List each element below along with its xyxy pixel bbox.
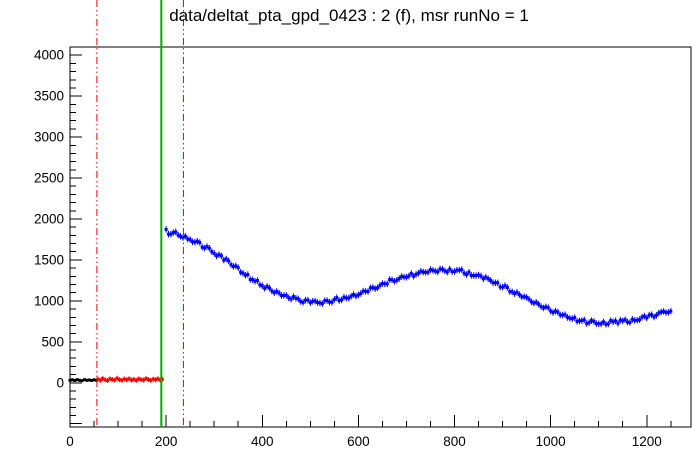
y-tick-label: 4000: [34, 48, 64, 63]
x-tick-label: 1200: [632, 434, 662, 449]
range-lines: [96, 0, 184, 427]
y-axis-tick-labels: 0 500 1000 1500 2000 2500 3000 3500 4000: [34, 48, 64, 391]
y-tick-label: 3000: [34, 130, 64, 145]
y-tick-label: 2500: [34, 171, 64, 186]
series-prompt-region: [68, 378, 98, 383]
x-axis: [69, 415, 672, 427]
x-tick-label: 200: [155, 434, 178, 449]
x-tick-label: 800: [443, 434, 466, 449]
x-axis-tick-labels: 0 200 400 600 800 1000 1200: [66, 434, 662, 449]
y-tick-label: 500: [41, 334, 64, 349]
x-tick-label: 1000: [536, 434, 566, 449]
y-tick-label: 2000: [34, 211, 64, 226]
plot-frame: [69, 46, 692, 428]
y-tick-label: 0: [56, 375, 64, 390]
x-tick-label: 0: [66, 434, 74, 449]
series-decay-histogram: [164, 226, 673, 328]
x-tick-label: 600: [347, 434, 370, 449]
series-background-region: [96, 375, 164, 383]
y-tick-label: 1000: [34, 293, 64, 308]
y-tick-label: 1500: [34, 252, 64, 267]
x-tick-label: 400: [251, 434, 274, 449]
plot-title: data/deltat_pta_gpd_0423 : 2 (f), msr ru…: [169, 6, 529, 25]
y-axis: [70, 54, 82, 425]
y-tick-label: 3500: [34, 89, 64, 104]
